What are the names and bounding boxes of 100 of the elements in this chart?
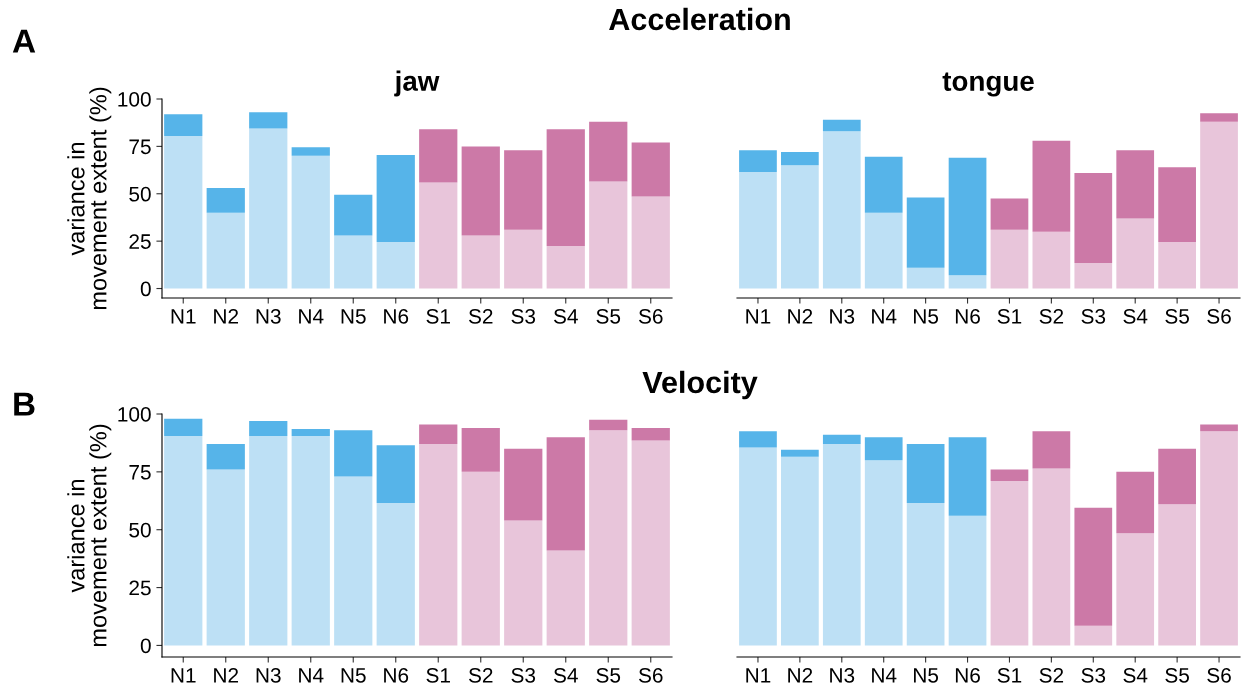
bar — [1116, 533, 1155, 646]
bar — [206, 444, 245, 470]
bar — [631, 440, 670, 646]
y-tick-label: 0 — [140, 638, 151, 654]
bar — [589, 181, 628, 289]
y-tick-label: 75 — [129, 465, 151, 480]
bar — [1116, 150, 1155, 219]
bar — [631, 142, 670, 197]
x-tick-label: N1 — [746, 309, 771, 324]
bar — [206, 188, 245, 213]
x-tick-label: N3 — [256, 667, 281, 683]
x-tick-label: S6 — [638, 308, 663, 324]
x-tick-label: S6 — [1207, 308, 1231, 324]
bar — [822, 119, 861, 132]
bar — [906, 267, 945, 289]
bar — [206, 469, 245, 646]
bar — [589, 121, 628, 182]
x-tick-label: N3 — [830, 308, 855, 324]
bar — [739, 150, 777, 172]
bar — [1116, 218, 1155, 289]
bar — [461, 235, 500, 289]
bar — [249, 128, 288, 289]
bar — [948, 275, 987, 289]
x-tick-label: N3 — [830, 667, 855, 683]
bar — [249, 420, 288, 436]
x-tick-label: N4 — [299, 668, 324, 683]
x-tick-label: S3 — [1081, 667, 1106, 683]
x-tick-label: N4 — [872, 668, 897, 683]
bar — [781, 449, 819, 457]
bar — [864, 460, 903, 646]
bar — [419, 129, 458, 183]
bar — [504, 520, 543, 646]
x-tick-label: N2 — [788, 308, 813, 324]
x-tick-label: N1 — [746, 668, 771, 683]
y-tick-label: 100 — [118, 92, 151, 107]
text: A — [12, 29, 36, 53]
x-tick-label: S4 — [1123, 667, 1148, 683]
bar — [334, 430, 373, 477]
bar — [589, 430, 628, 646]
y-tick-label: 25 — [129, 234, 151, 249]
x-tick-label: S2 — [1039, 308, 1064, 324]
bar — [376, 242, 415, 289]
bar — [419, 424, 458, 445]
x-tick-label: S4 — [553, 667, 578, 683]
y-axis-title: variance in movement extent (%) — [67, 87, 112, 310]
y-tick-label: 25 — [129, 580, 151, 596]
bar — [1032, 140, 1071, 232]
x-tick-label: S1 — [426, 667, 450, 683]
x-tick-label: N2 — [788, 667, 813, 683]
bar — [739, 431, 777, 448]
x-tick-label: S5 — [596, 308, 621, 324]
bar — [631, 196, 670, 289]
bar — [739, 171, 777, 289]
bar — [291, 435, 330, 646]
y-tick-label: 75 — [129, 139, 151, 155]
bar — [546, 129, 585, 246]
bar — [948, 157, 987, 276]
bar — [906, 503, 945, 646]
bar — [1158, 504, 1196, 646]
bar — [1158, 167, 1196, 243]
x-tick-label: S5 — [1165, 308, 1189, 324]
bar — [164, 418, 203, 436]
bar — [990, 198, 1029, 230]
x-tick-label: N1 — [171, 309, 196, 324]
text: B — [14, 392, 35, 416]
bar — [589, 419, 628, 431]
text: Velocity — [642, 370, 758, 400]
bar — [164, 135, 203, 289]
bar — [206, 212, 245, 289]
bar — [1200, 121, 1238, 289]
x-tick-label: S3 — [511, 667, 536, 683]
bar — [1200, 113, 1238, 122]
x-tick-label: N4 — [299, 309, 324, 324]
bar — [1032, 231, 1071, 289]
bar — [376, 503, 415, 646]
x-tick-label: N2 — [214, 308, 239, 324]
bar — [990, 229, 1029, 289]
y-axis-title: variance in movement extent (%) — [67, 424, 112, 647]
bar — [1074, 507, 1113, 626]
chart-title: tongue — [942, 72, 1034, 97]
x-tick-label: N6 — [384, 667, 409, 683]
x-tick-label: S6 — [1207, 667, 1231, 683]
y-tick-label: 0 — [140, 281, 151, 297]
x-tick-label: N5 — [914, 668, 939, 683]
x-tick-label: N5 — [914, 309, 939, 324]
bar — [376, 154, 415, 243]
bar — [781, 456, 819, 646]
x-tick-label: S3 — [511, 308, 536, 324]
bar — [334, 235, 373, 289]
bar — [419, 182, 458, 289]
bar — [948, 437, 987, 516]
y-tick-label: 50 — [129, 522, 151, 538]
bar — [864, 437, 903, 461]
bar — [334, 476, 373, 646]
bar — [864, 156, 903, 213]
x-tick-label: S4 — [553, 308, 578, 324]
bar — [291, 147, 330, 156]
x-tick-label: N6 — [955, 667, 980, 683]
bar — [822, 434, 861, 445]
bar — [1200, 424, 1238, 432]
